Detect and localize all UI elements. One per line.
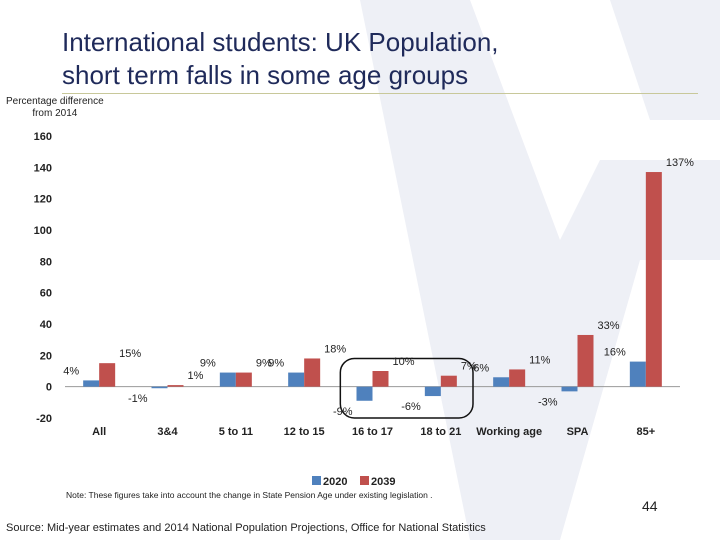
bar-2039-4 — [372, 371, 389, 387]
data-label: -6% — [401, 401, 421, 413]
bar-2020-6 — [493, 377, 510, 387]
data-label: 11% — [529, 354, 550, 366]
bar-2039-6 — [509, 369, 526, 387]
y-axis-label: Percentage difference from 2014 — [6, 96, 104, 120]
bar-2039-1 — [167, 385, 184, 387]
legend-swatch-2020 — [312, 476, 321, 485]
highlight-outline — [339, 357, 474, 419]
x-tick-label: 16 to 17 — [352, 426, 393, 438]
x-tick-label: All — [92, 426, 106, 438]
bar-2039-7 — [577, 334, 594, 387]
bar-2039-3 — [304, 358, 321, 387]
data-label: 1% — [188, 370, 204, 382]
page-title: International students: UK Population, s… — [62, 26, 682, 92]
title-line-2: short term falls in some age groups — [62, 60, 469, 90]
legend-label: 2020 — [323, 476, 347, 488]
x-tick-label: 5 to 11 — [219, 426, 253, 438]
data-label: 9% — [256, 358, 272, 370]
y-tick-label: -20 — [36, 413, 52, 425]
bar-2020-7 — [561, 386, 578, 392]
x-tick-label: Working age — [476, 426, 542, 438]
y-tick-label: 60 — [40, 288, 52, 300]
bar-2020-2 — [219, 372, 236, 387]
data-label: 9% — [268, 358, 284, 370]
title-divider — [62, 93, 698, 94]
y-axis-label-line-1: Percentage difference — [6, 96, 104, 107]
y-tick-label: 40 — [40, 319, 52, 331]
y-tick-label: 0 — [46, 382, 52, 394]
data-label: 10% — [393, 356, 415, 368]
data-label: 9% — [200, 358, 216, 370]
source-text: Source: Mid-year estimates and 2014 Nati… — [6, 522, 486, 534]
data-label: 33% — [598, 320, 620, 332]
data-label: 6% — [473, 362, 489, 374]
x-tick-label: 12 to 15 — [284, 426, 325, 438]
y-tick-label: 80 — [40, 256, 52, 268]
legend-swatch-2039 — [360, 476, 369, 485]
data-label: 15% — [119, 348, 141, 360]
y-tick-label: 20 — [40, 350, 52, 362]
bar-2039-0 — [99, 363, 116, 387]
bar-2020-0 — [83, 380, 100, 387]
y-tick-label: 160 — [34, 131, 52, 143]
title-line-1: International students: UK Population, — [62, 27, 499, 57]
bar-2039-8 — [645, 172, 662, 387]
bar-2020-4 — [356, 386, 373, 401]
data-label: 7% — [461, 361, 477, 373]
y-tick-label: 140 — [34, 162, 52, 174]
x-tick-label: 85+ — [636, 426, 655, 438]
y-axis-label-line-2: from 2014 — [32, 108, 78, 119]
bar-2039-5 — [440, 375, 457, 387]
x-tick-label: 18 to 21 — [420, 426, 461, 438]
bar-2020-1 — [151, 386, 168, 389]
data-label: -3% — [538, 396, 558, 408]
data-label: 16% — [604, 347, 626, 359]
data-label: -1% — [128, 393, 148, 405]
x-tick-label: 3&4 — [157, 426, 178, 438]
note-text: Note: These figures take into account th… — [66, 490, 433, 500]
y-tick-label: 100 — [34, 225, 52, 237]
data-label: 137% — [666, 157, 694, 169]
data-label: -9% — [333, 406, 353, 418]
legend-label: 2039 — [371, 476, 395, 488]
bar-2020-5 — [424, 386, 441, 397]
data-label: 4% — [63, 365, 79, 377]
x-tick-label: SPA — [567, 426, 589, 438]
bar-2039-2 — [235, 372, 252, 387]
data-label: 18% — [324, 343, 346, 355]
bar-2020-3 — [288, 372, 305, 387]
bar-2020-8 — [629, 361, 646, 387]
y-tick-label: 120 — [34, 194, 52, 206]
page-number: 44 — [642, 498, 658, 514]
